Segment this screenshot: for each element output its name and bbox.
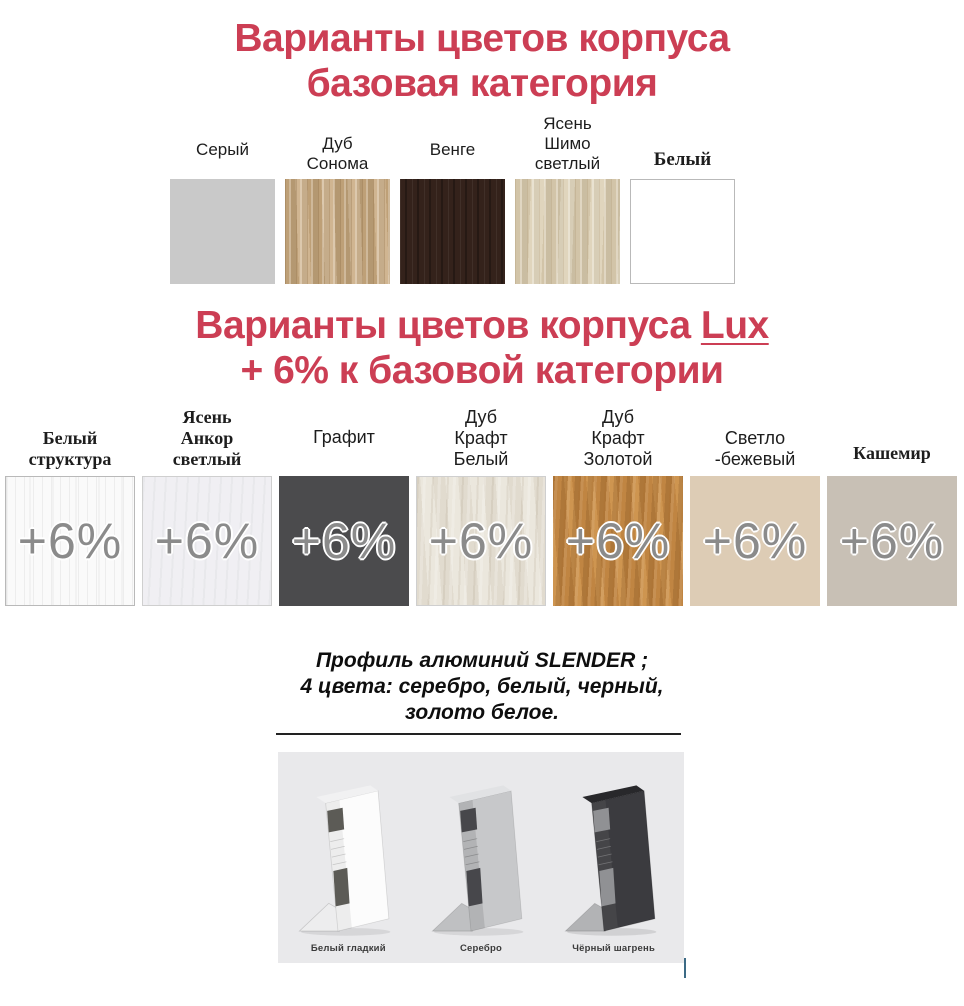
lux-title-lux-word: Lux: [700, 304, 769, 347]
lux-title-line1-text: Варианты цветов корпуса: [195, 304, 701, 347]
swatch-tile-wenge: Венге: [400, 122, 505, 284]
aluminum-profile-white-image: [298, 785, 391, 936]
surcharge-badge: +6%: [565, 513, 671, 569]
divider-line: [276, 733, 681, 735]
color-swatch-white-structure: +6%: [5, 476, 135, 606]
aluminum-profile-black-image: [564, 785, 657, 936]
swatch-label: Белый: [653, 149, 712, 170]
color-swatch-sonoma-oak: [285, 179, 390, 284]
profile-caption: Чёрный шагрень: [572, 943, 655, 954]
surcharge-badge: +6%: [17, 513, 123, 569]
swatch-label: Белый структура: [28, 428, 112, 469]
swatch-label: Дуб Крафт Белый: [453, 407, 509, 469]
swatch-label: Ясень Анкор светлый: [172, 407, 242, 469]
swatch-tile-shimo-ash: Ясень Шимо светлый: [515, 114, 620, 284]
color-swatch-craft-oak-gold: +6%: [553, 476, 683, 606]
color-swatch-wenge: [400, 179, 505, 284]
swatch-tile-gray: Серый: [170, 122, 275, 284]
profiles-photo: Белый гладкий Серебро: [278, 752, 684, 963]
profile-caption: Белый гладкий: [310, 943, 386, 954]
lux-category-title: Варианты цветов корпуса Lux + 6% к базов…: [0, 303, 964, 393]
swatch-label: Венге: [429, 140, 476, 159]
surcharge-badge: +6%: [154, 513, 260, 569]
profile-description-line1: Профиль алюминий SLENDER ;: [315, 649, 649, 672]
swatch-tile-craft-oak-gold: Дуб Крафт Золотой +6%: [553, 396, 683, 606]
profile-description-line2: 4 цвета: серебро, белый, черный,: [300, 675, 664, 698]
swatch-tile-ankor-ash: Ясень Анкор светлый +6%: [142, 396, 272, 606]
swatch-label: Дуб Крафт Золотой: [583, 407, 653, 469]
surcharge-badge: +6%: [291, 513, 397, 569]
aluminum-profile-silver-image: [431, 785, 524, 936]
lux-title-line1: Варианты цветов корпуса Lux: [0, 303, 964, 348]
swatch-label: Графит: [313, 427, 375, 447]
base-title-line1: Варианты цветов корпуса: [234, 17, 730, 60]
color-swatch-craft-oak-white: +6%: [416, 476, 546, 606]
profile-figure-black: Чёрный шагрень: [550, 780, 678, 963]
swatch-tile-cashmere: Кашемир +6%: [827, 396, 957, 606]
color-swatch-shimo-ash: [515, 179, 620, 284]
swatch-tile-graphite: Графит +6%: [279, 396, 409, 606]
swatch-label: Кашемир: [853, 443, 931, 463]
color-swatch-white: [630, 179, 735, 284]
swatch-label: Светло -бежевый: [714, 428, 796, 469]
text-cursor[interactable]: [684, 958, 686, 978]
base-category-title: Варианты цветов корпуса базовая категори…: [0, 16, 964, 106]
surcharge-badge: +6%: [702, 513, 808, 569]
color-swatch-cashmere: +6%: [827, 476, 957, 606]
swatch-label: Серый: [196, 140, 249, 159]
swatch-label: Ясень Шимо светлый: [534, 114, 601, 173]
profile-figure-white: Белый гладкий: [284, 780, 412, 963]
surcharge-badge: +6%: [428, 513, 534, 569]
lux-swatch-row: Белый структура +6% Ясень Анкор светлый …: [5, 396, 957, 606]
base-swatch-row: Серый Дуб Сонома Венге Ясень Шимо светлы…: [170, 114, 735, 284]
swatch-tile-light-beige: Светло -бежевый +6%: [690, 396, 820, 606]
color-swatch-graphite: +6%: [279, 476, 409, 606]
swatch-tile-craft-oak-white: Дуб Крафт Белый +6%: [416, 396, 546, 606]
surcharge-badge: +6%: [839, 513, 945, 569]
color-swatch-ankor-ash: +6%: [142, 476, 272, 606]
base-title-line2: базовая категория: [306, 62, 658, 105]
lux-title-line2: + 6% к базовой категории: [240, 349, 724, 392]
swatch-tile-white: Белый: [630, 122, 735, 284]
swatch-tile-sonoma-oak: Дуб Сонома: [285, 122, 390, 284]
profile-caption: Серебро: [459, 943, 502, 954]
profile-figure-silver: Серебро: [417, 780, 545, 963]
swatch-label: Дуб Сонома: [306, 134, 369, 173]
swatch-tile-white-structure: Белый структура +6%: [5, 396, 135, 606]
profile-description-line3: золото белое.: [404, 701, 559, 724]
profile-description: Профиль алюминий SLENDER ; 4 цвета: сере…: [0, 648, 964, 726]
color-swatch-light-beige: +6%: [690, 476, 820, 606]
color-swatch-gray: [170, 179, 275, 284]
